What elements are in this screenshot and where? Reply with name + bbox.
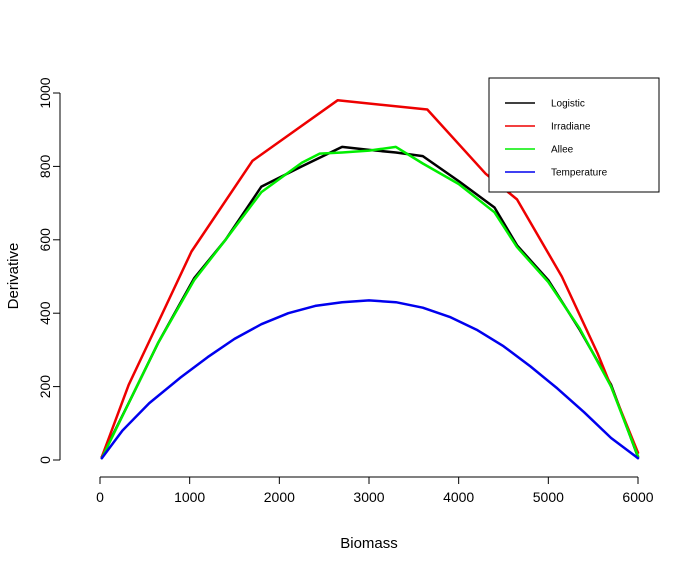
y-tick-label: 200 bbox=[37, 375, 53, 399]
series-line-irradiane bbox=[100, 99, 640, 459]
y-ticks: 0 200 400 600 800 1000 bbox=[37, 77, 60, 464]
x-tick-label: 5000 bbox=[533, 489, 564, 505]
x-tick-label: 0 bbox=[96, 489, 104, 505]
legend-box bbox=[488, 77, 660, 193]
y-axis-title: Derivative bbox=[5, 243, 22, 310]
legend: Logistic Irradiane Allee Temperature bbox=[488, 77, 660, 193]
y-tick-label: 0 bbox=[37, 456, 53, 464]
x-tick-label: 2000 bbox=[264, 489, 295, 505]
legend-label-allee: Allee bbox=[551, 145, 574, 156]
legend-label-logistic: Logistic bbox=[551, 99, 585, 110]
series-layer bbox=[100, 99, 640, 460]
series-line-allee bbox=[100, 145, 640, 460]
y-tick-label: 400 bbox=[37, 301, 53, 325]
x-tick-label: 1000 bbox=[174, 489, 205, 505]
legend-label-temperature: Temperature bbox=[551, 168, 608, 179]
legend-label-irradiane: Irradiane bbox=[551, 122, 591, 133]
x-tick-label: 3000 bbox=[353, 489, 384, 505]
x-tick-label: 4000 bbox=[443, 489, 474, 505]
x-ticks: 0 1000 2000 3000 4000 5000 6000 bbox=[96, 477, 654, 505]
x-axis-title: Biomass bbox=[340, 535, 398, 552]
y-tick-label: 800 bbox=[37, 155, 53, 179]
y-tick-label: 600 bbox=[37, 228, 53, 252]
x-tick-label: 6000 bbox=[622, 489, 653, 505]
y-tick-label: 1000 bbox=[37, 77, 53, 108]
series-line-temperature bbox=[100, 299, 640, 460]
